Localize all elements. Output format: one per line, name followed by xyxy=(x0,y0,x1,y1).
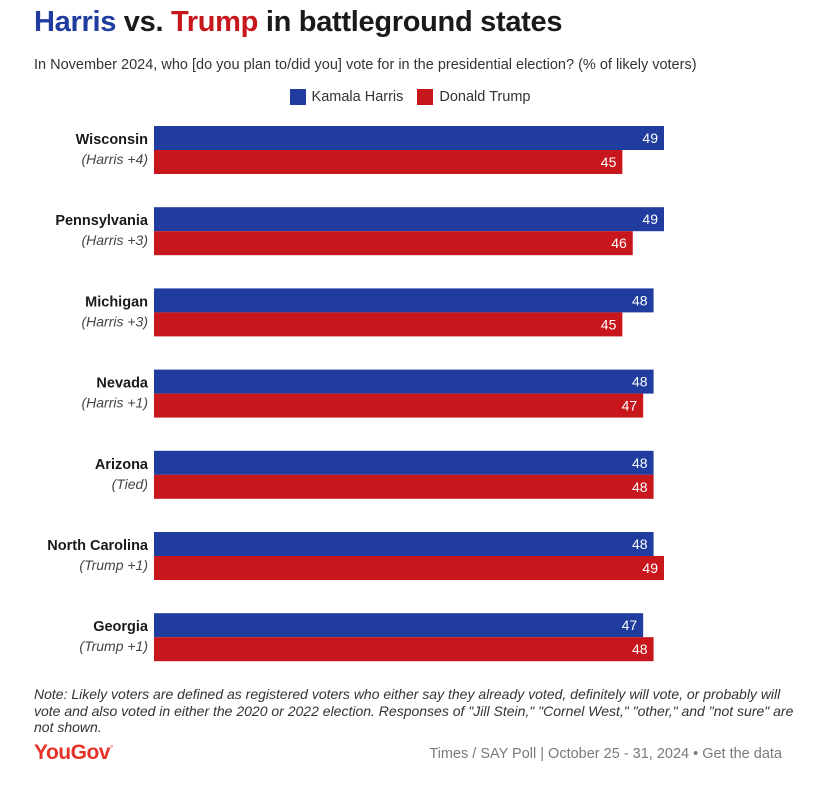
value-label-harris-pennsylvania: 49 xyxy=(642,211,658,227)
bar-trump-michigan xyxy=(154,312,623,337)
value-label-trump-michigan: 45 xyxy=(601,316,617,332)
margin-label-pennsylvania: (Harris +3) xyxy=(81,232,148,248)
bar-trump-nevada xyxy=(154,393,644,418)
source-separator: • xyxy=(693,746,699,762)
margin-label-nevada: (Harris +1) xyxy=(81,395,148,411)
legend-swatch-harris xyxy=(289,89,306,105)
margin-label-michigan: (Harris +3) xyxy=(81,313,148,329)
value-label-harris-georgia: 47 xyxy=(622,617,638,633)
value-label-trump-pennsylvania: 46 xyxy=(611,235,627,251)
state-label-georgia: Georgia xyxy=(93,619,149,635)
value-label-trump-arizona: 48 xyxy=(632,479,648,495)
source-text: Times / SAY Poll | October 25 - 31, 2024 xyxy=(429,746,690,762)
title-vs: vs. xyxy=(116,6,171,38)
chart-subtitle: In November 2024, who [do you plan to/di… xyxy=(34,57,697,73)
legend-label-trump: Donald Trump xyxy=(439,89,531,105)
state-label-arizona: Arizona xyxy=(95,457,149,473)
title-rest: in battleground states xyxy=(258,6,563,38)
bar-chart: Wisconsin (Harris +4) 49 45 Pennsylvania (Har… xyxy=(47,126,664,662)
bar-trump-north-carolina xyxy=(154,556,664,580)
legend: Kamala Harris Donald Trump xyxy=(0,89,820,105)
legend-item-trump: Donald Trump xyxy=(417,89,530,105)
legend-swatch-trump xyxy=(417,89,434,105)
footnote: Note: Likely voters are defined as regis… xyxy=(34,686,794,735)
margin-label-georgia: (Trump +1) xyxy=(79,638,148,654)
value-label-harris-nevada: 48 xyxy=(632,374,648,390)
value-label-harris-wisconsin: 49 xyxy=(642,130,658,146)
state-label-north-carolina: North Carolina xyxy=(47,538,149,554)
value-label-trump-wisconsin: 45 xyxy=(601,154,617,170)
legend-label-harris: Kamala Harris xyxy=(311,89,404,105)
value-label-trump-georgia: 48 xyxy=(632,641,648,657)
value-label-harris-michigan: 48 xyxy=(632,292,648,308)
bar-trump-arizona xyxy=(154,474,654,499)
state-label-wisconsin: Wisconsin xyxy=(76,132,148,148)
bar-harris-nevada xyxy=(154,369,654,394)
bar-harris-wisconsin xyxy=(154,126,664,150)
title-harris: Harris xyxy=(34,6,117,38)
bar-trump-pennsylvania xyxy=(154,231,633,256)
value-label-trump-nevada: 47 xyxy=(622,398,638,414)
get-the-data-link[interactable]: Get the data xyxy=(702,746,782,762)
state-label-pennsylvania: Pennsylvania xyxy=(55,213,149,229)
bar-harris-north-carolina xyxy=(154,532,654,556)
state-label-michigan: Michigan xyxy=(85,294,148,310)
logo-text: YouGov xyxy=(34,741,110,764)
bar-harris-arizona xyxy=(154,450,654,475)
value-label-harris-arizona: 48 xyxy=(632,455,648,471)
value-label-trump-north-carolina: 49 xyxy=(642,560,658,576)
margin-label-north-carolina: (Trump +1) xyxy=(79,557,148,573)
margin-label-arizona: (Tied) xyxy=(112,476,148,492)
bar-trump-georgia xyxy=(154,637,654,662)
state-label-nevada: Nevada xyxy=(96,376,149,392)
legend-item-harris: Kamala Harris xyxy=(289,89,404,105)
value-label-harris-north-carolina: 48 xyxy=(632,536,648,552)
bar-harris-michigan xyxy=(154,288,654,313)
title-trump: Trump xyxy=(170,6,259,38)
chart-title: Harris vs. Trump in battleground states xyxy=(34,6,562,39)
bar-harris-georgia xyxy=(154,613,644,638)
yougov-logo: YouGov° xyxy=(34,741,113,764)
bar-trump-wisconsin xyxy=(154,150,623,174)
source-line: Times / SAY Poll | October 25 - 31, 2024… xyxy=(429,746,782,762)
margin-label-wisconsin: (Harris +4) xyxy=(81,151,148,167)
bar-harris-pennsylvania xyxy=(154,207,664,232)
